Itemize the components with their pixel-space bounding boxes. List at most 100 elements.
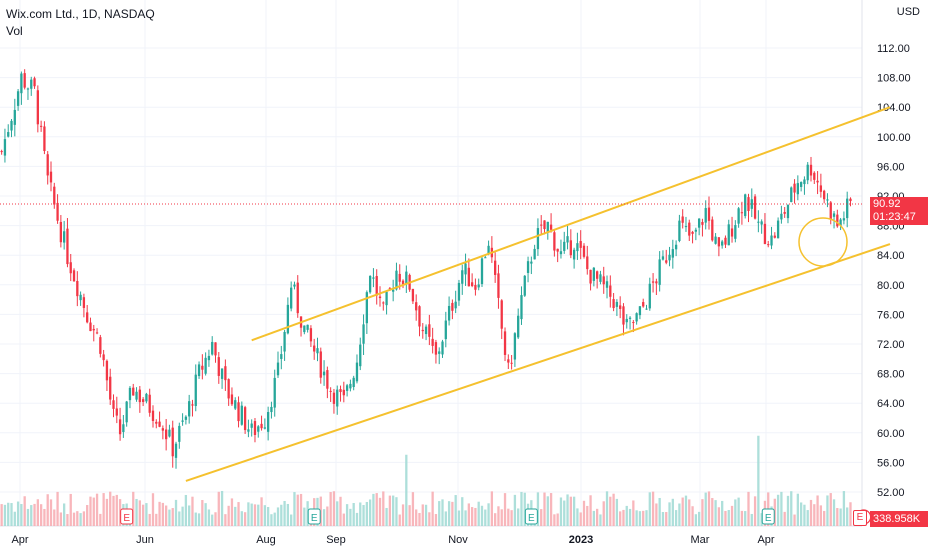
volume-bar bbox=[79, 513, 82, 526]
volume-bar bbox=[454, 495, 457, 526]
candle-body bbox=[839, 219, 842, 226]
volume-bar bbox=[43, 508, 46, 526]
volume-legend[interactable]: Vol bbox=[6, 24, 23, 38]
candle-body bbox=[405, 271, 408, 284]
volume-bar bbox=[13, 511, 16, 526]
candle-body bbox=[424, 326, 428, 335]
volume-bar bbox=[681, 497, 684, 526]
volume-bar bbox=[178, 511, 181, 526]
candle-body bbox=[513, 333, 517, 360]
symbol-title[interactable]: Wix.com Ltd., 1D, NASDAQ bbox=[6, 7, 155, 21]
volume-bar bbox=[625, 505, 628, 526]
volume-bar bbox=[638, 511, 642, 526]
candle-body bbox=[553, 232, 556, 251]
candle-body bbox=[704, 208, 707, 223]
volume-bar bbox=[286, 503, 290, 526]
volume-bar bbox=[678, 503, 681, 526]
volume-bar bbox=[332, 491, 336, 526]
candle-body bbox=[401, 280, 405, 285]
volume-bar bbox=[823, 510, 826, 526]
candle-body bbox=[760, 221, 763, 225]
candle-body bbox=[727, 224, 730, 246]
volume-bar bbox=[510, 510, 513, 526]
volume-bar bbox=[490, 491, 494, 526]
candle-body bbox=[79, 294, 82, 301]
volume-bar bbox=[63, 503, 66, 526]
volume-bar bbox=[10, 503, 13, 526]
candle-body bbox=[415, 302, 418, 311]
candle-body bbox=[612, 299, 615, 309]
volume-bar bbox=[26, 508, 30, 526]
volume-bar bbox=[207, 509, 211, 526]
candle-body bbox=[112, 400, 115, 409]
candle-body bbox=[737, 208, 740, 224]
candle-body bbox=[642, 302, 645, 307]
volume-bar bbox=[464, 510, 467, 526]
candle-body bbox=[148, 394, 151, 413]
candle-body bbox=[53, 186, 56, 205]
candle-body bbox=[694, 229, 698, 232]
candle-body bbox=[438, 351, 441, 354]
volume-last-tag: 338.958K bbox=[870, 511, 928, 527]
candle-body bbox=[217, 357, 220, 376]
candle-body bbox=[184, 416, 188, 420]
volume-bar bbox=[378, 497, 382, 526]
candle-body bbox=[477, 284, 480, 288]
candle-body bbox=[487, 245, 490, 254]
volume-bar bbox=[750, 513, 753, 526]
volume-bar bbox=[415, 509, 418, 526]
candle-body bbox=[592, 267, 596, 281]
volume-bar bbox=[753, 496, 757, 526]
earnings-marker-letter: E bbox=[123, 513, 130, 524]
volume-bar bbox=[56, 491, 59, 526]
volume-bar bbox=[470, 507, 474, 526]
candle-body bbox=[707, 207, 711, 221]
volume-bar bbox=[59, 512, 63, 526]
volume-bar bbox=[385, 507, 388, 526]
candle-body bbox=[316, 348, 319, 354]
volume-bar bbox=[188, 505, 191, 526]
candle-body bbox=[168, 429, 171, 437]
candle-body bbox=[145, 393, 148, 402]
candle-body bbox=[382, 302, 385, 304]
candle-body bbox=[243, 407, 247, 431]
volume-bar bbox=[559, 497, 563, 526]
volume-bar bbox=[431, 491, 434, 526]
volume-bar bbox=[270, 514, 273, 526]
y-tick-label: 96.00 bbox=[877, 161, 905, 173]
candle-body bbox=[109, 376, 112, 400]
x-tick-label: Apr bbox=[11, 534, 28, 546]
volume-bar bbox=[829, 493, 832, 526]
candle-body bbox=[595, 271, 599, 279]
volume-bar bbox=[273, 512, 276, 526]
earnings-marker bbox=[524, 508, 538, 525]
earnings-marker-letter: E bbox=[311, 513, 318, 524]
candle-body bbox=[434, 342, 438, 355]
volume-bar bbox=[793, 514, 796, 526]
candle-body bbox=[457, 282, 461, 301]
candle-body bbox=[72, 270, 76, 282]
candle-body bbox=[82, 297, 86, 308]
candle-body bbox=[276, 362, 280, 376]
volume-bar bbox=[780, 491, 783, 526]
candle-body bbox=[378, 296, 382, 299]
candle-body bbox=[796, 183, 799, 195]
candle-body bbox=[576, 243, 579, 252]
x-tick-label: Mar bbox=[691, 534, 710, 546]
currency-label: USD bbox=[896, 6, 920, 18]
volume-bar bbox=[306, 501, 309, 526]
volume-bar bbox=[194, 512, 197, 526]
candle-body bbox=[329, 390, 332, 392]
candle-body bbox=[26, 88, 30, 90]
volume-bar bbox=[355, 512, 359, 526]
candle-body bbox=[194, 374, 197, 407]
earnings-volume-icon[interactable]: E bbox=[853, 510, 867, 526]
volume-bar bbox=[266, 507, 270, 526]
candle-body bbox=[536, 228, 540, 250]
candle-body bbox=[609, 285, 612, 297]
candle-body bbox=[461, 270, 464, 284]
volume-bar bbox=[721, 500, 724, 526]
volume-bar bbox=[747, 491, 750, 526]
volume-bar bbox=[66, 514, 69, 526]
